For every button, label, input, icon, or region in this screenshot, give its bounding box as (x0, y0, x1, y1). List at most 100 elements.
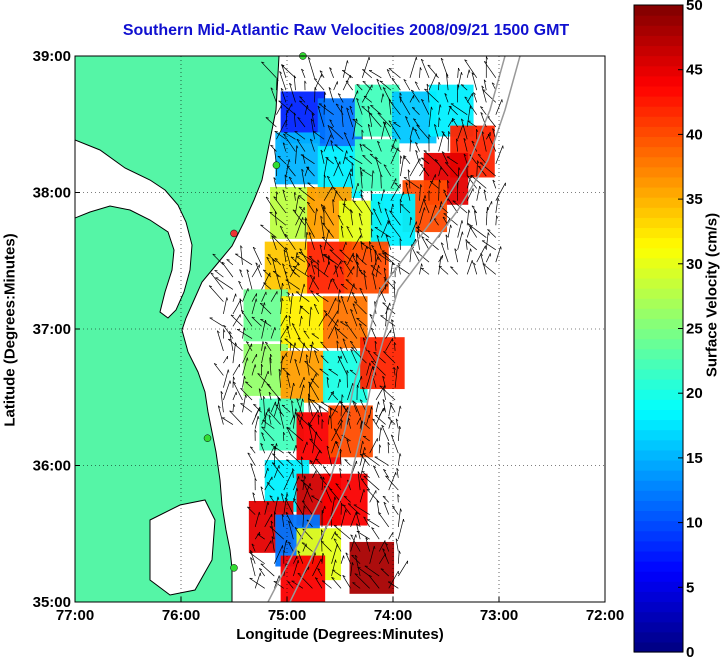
velocity-vector (251, 298, 257, 315)
vector-head (300, 479, 304, 481)
vector-head (339, 266, 343, 269)
vector-head (303, 342, 306, 346)
velocity-vector (369, 545, 375, 564)
vector-head (383, 469, 387, 472)
velocity-vector (360, 478, 370, 491)
vector-head (382, 548, 386, 551)
velocity-vector (361, 84, 373, 103)
velocity-vector (347, 417, 351, 429)
velocity-vector (340, 225, 344, 238)
velocity-vector (358, 213, 363, 226)
vector-head (421, 58, 424, 62)
vector-head (465, 239, 468, 242)
vector-head (287, 292, 291, 295)
velocity-vector (464, 59, 478, 79)
vector-head (343, 555, 345, 559)
colorbar-step (634, 5, 683, 16)
velocity-vector (337, 356, 348, 376)
vector-head (310, 290, 314, 293)
vector-head (392, 505, 396, 508)
colorbar-step (634, 530, 683, 542)
vector-head (382, 252, 386, 254)
velocity-vector (299, 384, 304, 401)
vector-head (259, 568, 263, 571)
vector-head (400, 508, 402, 512)
velocity-vector (215, 277, 234, 290)
velocity-vector (371, 245, 382, 263)
vector-head (339, 289, 341, 293)
velocity-vector (319, 368, 329, 376)
velocity-cell (280, 296, 326, 349)
chart-title: Southern Mid-Atlantic Raw Velocities 200… (122, 22, 570, 39)
vector-head (372, 170, 375, 174)
vector-head (363, 475, 367, 478)
vector-head (260, 563, 264, 565)
velocity-vector (456, 138, 459, 152)
vector-head (365, 537, 369, 541)
colorbar-step (634, 348, 683, 360)
colorbar-step (634, 75, 683, 87)
velocity-vector (457, 124, 464, 140)
velocity-vector (232, 403, 234, 413)
velocity-vector (438, 132, 444, 152)
velocity-vector (457, 72, 462, 91)
vector-head (270, 144, 274, 147)
vector-head (247, 506, 251, 509)
vector-head (484, 61, 488, 64)
velocity-vector (309, 460, 323, 478)
velocity-vector (340, 105, 344, 128)
vector-head (263, 396, 266, 399)
velocity-vector (213, 363, 224, 376)
vector-head (265, 412, 268, 416)
velocity-vector (383, 502, 390, 515)
vector-head (448, 105, 452, 108)
velocity-vector (419, 207, 425, 226)
vector-head (344, 321, 348, 324)
velocity-vector (466, 209, 470, 226)
velocity-cell (344, 241, 389, 294)
velocity-vector (290, 256, 300, 266)
vector-head (285, 512, 289, 515)
velocity-vector (356, 376, 362, 388)
velocity-vector (342, 60, 348, 78)
velocity-vector (323, 157, 328, 177)
vector-head (285, 247, 288, 250)
colorbar-step (634, 500, 683, 512)
vector-head (261, 61, 265, 64)
vector-head (324, 104, 327, 108)
x-tick-label: 77:00 (56, 607, 94, 624)
vector-head (275, 404, 279, 407)
colorbar-step (634, 459, 683, 471)
velocity-vector (379, 385, 396, 401)
vector-head (492, 128, 495, 131)
vector-head (424, 207, 426, 211)
velocity-vector (323, 186, 333, 201)
vector-head (481, 85, 485, 89)
bathymetry-contour (289, 56, 521, 602)
vector-head (379, 80, 383, 82)
velocity-vector (450, 266, 458, 275)
velocity-vector (281, 404, 291, 413)
velocity-vector (485, 232, 489, 250)
vector-head (407, 169, 411, 173)
y-tick-label: 39:00 (33, 48, 71, 65)
vector-head (273, 177, 277, 180)
velocity-vector (419, 195, 426, 214)
velocity-vector (457, 231, 463, 250)
vector-head (317, 414, 320, 418)
colorbar-step (634, 550, 683, 562)
colorbar-step (634, 277, 683, 289)
velocity-vector (216, 330, 224, 351)
vector-head (471, 140, 475, 144)
vector-head (337, 355, 341, 359)
velocity-vector (247, 452, 256, 466)
velocity-vector (423, 150, 439, 165)
vector-head (410, 216, 413, 220)
vector-head (272, 453, 276, 455)
vector-head (317, 568, 321, 571)
vector-head (336, 340, 339, 344)
vector-head (394, 342, 397, 346)
colorbar-step (634, 298, 683, 309)
vector-head (320, 355, 324, 357)
velocity-vector (289, 262, 299, 278)
